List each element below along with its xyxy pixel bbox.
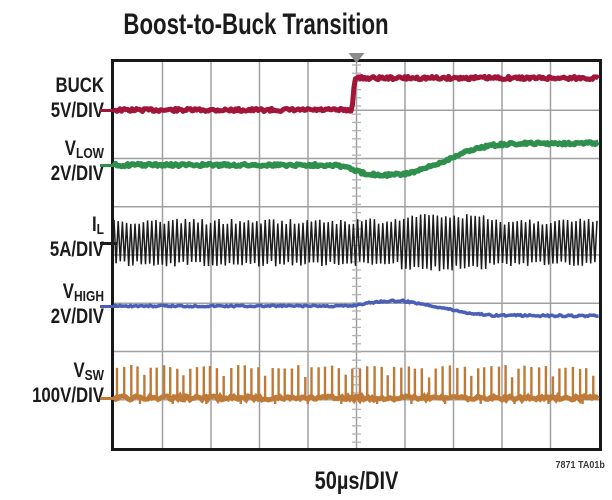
channel-marker-vlow [100,163,117,167]
channel-label-buck: BUCK 5V/DIV [21,74,104,122]
channel-scale: 100V/DIV [32,384,104,407]
channel-name-sub: HIGH [74,288,104,305]
channel-scale: 5V/DIV [50,99,104,122]
channel-name: VHIGH [21,280,104,305]
channel-name-text: V [64,137,76,160]
time-axis-label: 50µs/DIV [314,467,399,495]
channel-name-text: V [73,359,85,382]
channel-label-vhigh: VHIGH 2V/DIV [21,280,104,328]
channel-name-text: BUCK [55,74,104,97]
channel-marker-il [100,242,117,245]
channel-name-sub: SW [84,367,104,384]
channel-marker-vsw [100,396,117,400]
trigger-marker-icon [348,53,365,63]
channel-marker-vhigh [100,304,117,308]
channel-marker-buck [100,108,117,112]
channel-name-sub: L [96,221,104,238]
channel-label-vlow: VLOW 2V/DIV [21,137,104,185]
channel-scale: 2V/DIV [50,162,104,185]
trace-vhigh [112,298,599,319]
channel-scale: 2V/DIV [50,305,104,328]
channel-name: VLOW [21,137,104,162]
channel-name-text: V [62,280,74,303]
channel-name-text: I [91,213,97,236]
figure-number: 7871 TA01b [555,460,605,471]
oscilloscope-graticule [111,53,602,451]
trace-buck [113,73,601,115]
channel-name-sub: LOW [76,145,104,162]
trace-vsw-pulses [115,365,595,404]
chart-title: Boost-to-Buck Transition [123,8,389,41]
channel-label-vsw: VSW 100V/DIV [21,359,104,407]
trace-il [113,214,598,272]
trace-vlow [111,139,600,179]
channel-name: BUCK [21,74,104,99]
channel-scale: 5A/DIV [49,238,104,261]
channel-name: IL [21,213,104,238]
oscilloscope-canvas [111,53,601,448]
channel-name: VSW [21,359,104,384]
channel-label-il: IL 5A/DIV [21,213,104,261]
